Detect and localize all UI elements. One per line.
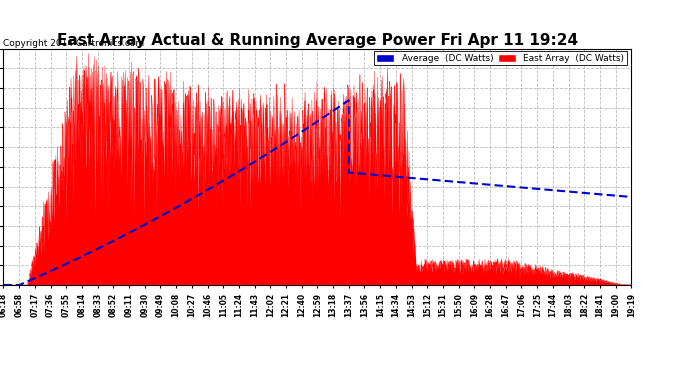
Text: Copyright 2014 Cartronics.com: Copyright 2014 Cartronics.com	[3, 39, 145, 48]
Title: East Array Actual & Running Average Power Fri Apr 11 19:24: East Array Actual & Running Average Powe…	[57, 33, 578, 48]
Legend: Average  (DC Watts), East Array  (DC Watts): Average (DC Watts), East Array (DC Watts…	[374, 51, 627, 66]
